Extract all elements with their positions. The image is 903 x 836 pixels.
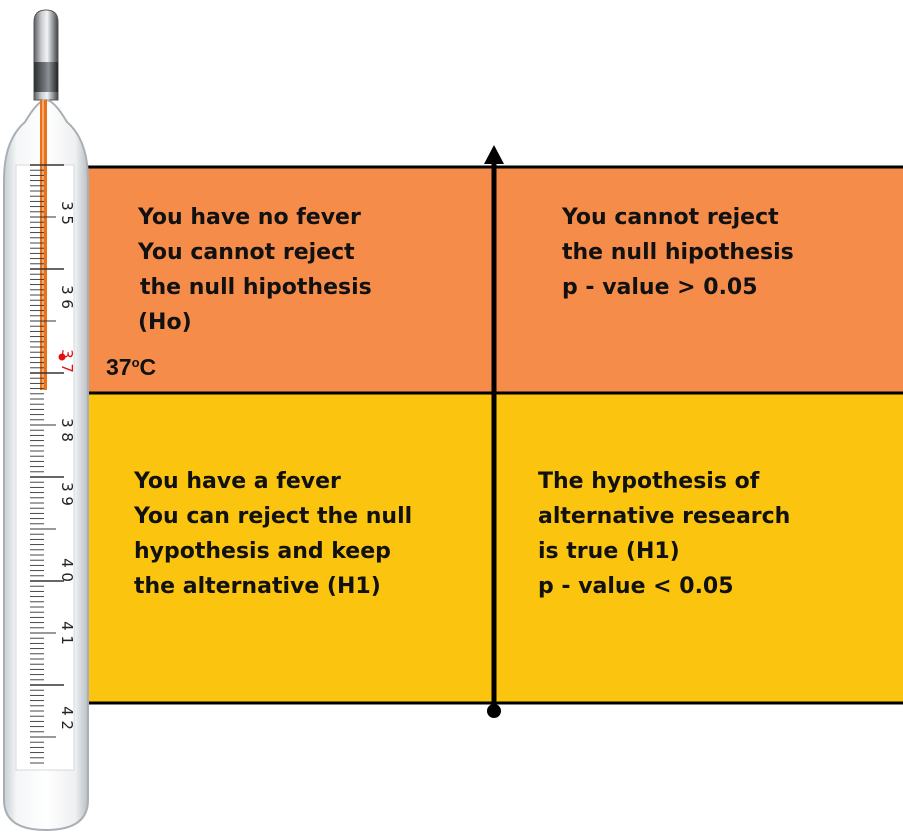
thermometer-scale-label: 3 7 [58, 349, 76, 373]
top-left-line-1: You have no fever [138, 205, 361, 230]
bottom-left-text: You have a fever You can reject the null… [134, 464, 412, 604]
thermometer-scale-ticks [30, 164, 64, 764]
bottom-right-line-3: is true (H1) [538, 539, 680, 564]
bottom-left-panel [78, 393, 494, 703]
thermometer-scale-label: 4 2 [58, 706, 76, 730]
thermometer-scale-label: 4 0 [58, 558, 76, 582]
thermometer-scale-label: 3 5 [58, 201, 76, 225]
bottom-left-line-2: You can reject the null [134, 504, 413, 529]
top-left-text: You have no fever You cannot reject the … [138, 200, 372, 340]
top-right-line-2: the null hipothesis [562, 240, 794, 265]
bottom-right-line-2: alternative research [538, 504, 791, 529]
bottom-right-line-1: The hypothesis of [538, 469, 760, 494]
thermometer-scale-label: 3 8 [58, 418, 76, 442]
bottom-right-text: The hypothesis of alternative research i… [538, 464, 790, 604]
thermometer-scale-labels: 3 5 3 6 3 7 3 8 3 9 4 0 4 1 4 2 [58, 201, 76, 730]
top-right-text: You cannot reject the null hipothesis p … [562, 200, 794, 305]
bottom-left-line-1: You have a fever [134, 469, 341, 494]
thermometer-scale-label: 3 6 [58, 285, 76, 309]
bottom-right-panel [494, 393, 903, 703]
top-left-line-3: the null hipothesis [140, 275, 372, 300]
top-left-line-2: You cannot reject [138, 240, 355, 265]
axis-base-dot [487, 704, 501, 718]
bottom-right-line-4: p - value < 0.05 [538, 574, 734, 599]
thermometer-scale-label: 4 1 [58, 621, 76, 645]
axis-arrowhead [484, 145, 504, 164]
top-right-line-1: You cannot reject [562, 205, 779, 230]
bottom-left-line-3: hypothesis and keep [134, 539, 391, 564]
bottom-left-line-4: the alternative (H1) [134, 574, 381, 599]
top-left-panel [78, 167, 494, 393]
top-right-panel [494, 167, 903, 393]
thermometer-scale-label: 3 9 [58, 482, 76, 506]
thermometer-icon: 3 5 3 6 3 7 3 8 3 9 4 0 4 1 4 2 [3, 9, 89, 832]
top-right-line-3: p - value > 0.05 [562, 275, 758, 300]
normal-temperature-label: 37oC [106, 354, 157, 380]
top-left-line-4: (Ho) [138, 310, 192, 335]
thermometer-37-marker [58, 353, 66, 361]
